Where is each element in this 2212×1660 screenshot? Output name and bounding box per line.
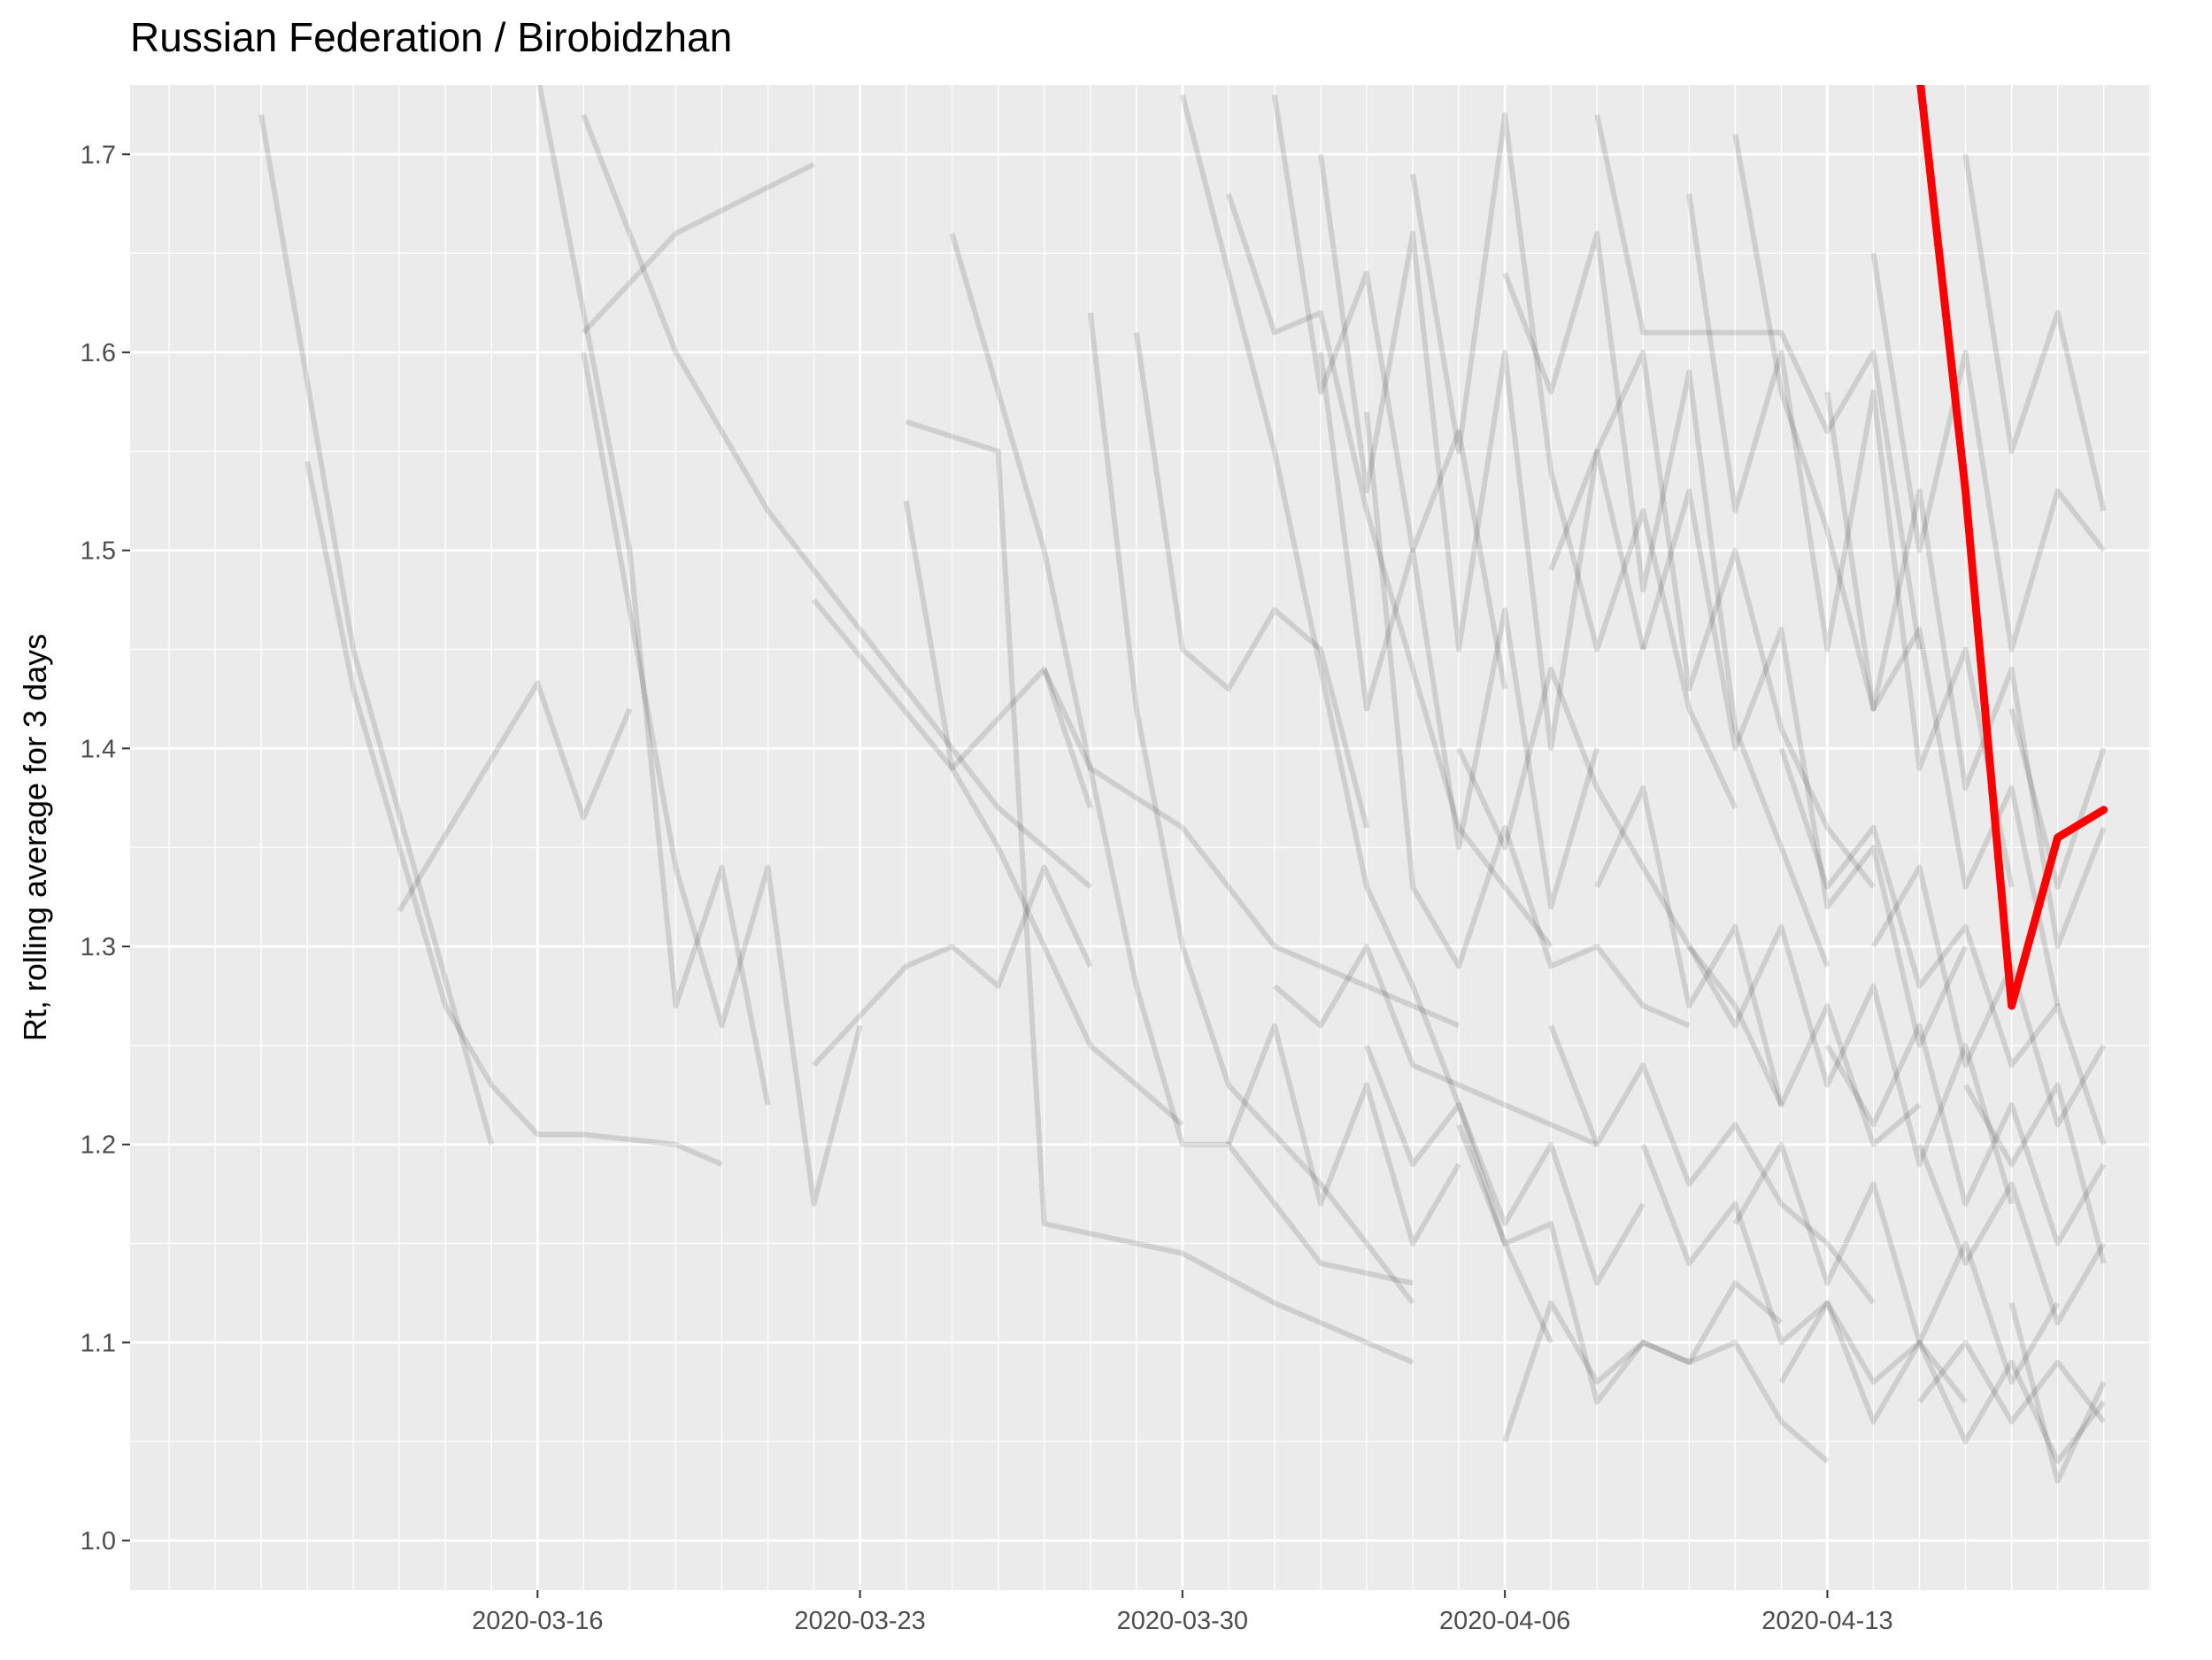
background-series-line	[1456, 1123, 1784, 1405]
background-series-line	[304, 460, 723, 1167]
background-series-line	[1502, 230, 1830, 968]
background-series-line	[1410, 112, 1738, 809]
x-tick-label: 2020-04-13	[1761, 1607, 1892, 1635]
background-series-line	[1318, 351, 1600, 910]
background-series-line	[1179, 94, 1553, 1344]
background-series-line	[1686, 193, 2015, 888]
background-series-line	[1686, 923, 2015, 1205]
background-series-line	[581, 351, 863, 1207]
background-series-line	[1502, 1300, 1830, 1463]
background-series-line	[2008, 1301, 2107, 1484]
background-series-line	[582, 161, 815, 335]
background-series-line	[1133, 332, 1369, 829]
background-series-line	[1364, 1044, 1646, 1286]
background-series-line	[2008, 707, 2107, 890]
background-series-line	[1087, 312, 1415, 1305]
background-series-line	[1226, 1023, 1461, 1247]
background-series-line	[1364, 411, 1691, 1029]
background-series-line	[1962, 1082, 2107, 1264]
background-series-line	[1732, 134, 2061, 1007]
background-series-line	[1778, 1300, 2107, 1464]
x-tick-label: 2020-03-30	[1117, 1607, 1248, 1635]
chart-title: Russian Federation / Birobidzhan	[130, 14, 732, 60]
y-tick-label: 1.2	[81, 1131, 116, 1160]
background-series-line	[1548, 1024, 1876, 1305]
y-axis-title: Rt, rolling average for 3 days	[17, 634, 53, 1041]
background-series-line	[397, 680, 633, 913]
background-series-line	[1870, 252, 2107, 652]
x-axis: 2020-03-16 2020-03-23 2020-03-30 2020-04-06…	[472, 1590, 1893, 1635]
background-series-line	[1318, 153, 1646, 752]
background-series-line	[1226, 193, 1553, 948]
background-series-line	[1778, 747, 2107, 1146]
background-series-line	[1732, 1141, 2061, 1386]
background-series-line	[1041, 668, 1461, 1029]
background-series-line	[1917, 1340, 2107, 1425]
background-series-line	[536, 85, 771, 1106]
background-series-line	[1456, 666, 1784, 1107]
background-series-line	[1640, 488, 1969, 1048]
background-series-line	[1271, 94, 1508, 690]
background-series-line	[1824, 1023, 2107, 1247]
y-tick-label: 1.1	[81, 1329, 116, 1357]
highlight-series-line	[1916, 85, 2108, 1010]
background-series-line	[949, 232, 1414, 1286]
background-series-line	[1548, 350, 1876, 889]
background-series-line	[581, 113, 1092, 890]
y-axis: 1.0 1.1 1.2 1.3 1.4 1.5 1.6 1.7	[81, 141, 130, 1556]
background-series-line	[1594, 785, 1922, 1147]
background-series-group	[258, 85, 2107, 1484]
highlight-series-group	[1916, 85, 2108, 1010]
background-series-line	[1916, 1143, 2107, 1325]
background-series-line	[903, 500, 1184, 1127]
y-tick-label: 1.6	[81, 339, 116, 367]
x-tick-label: 2020-03-16	[472, 1607, 603, 1635]
y-tick-label: 1.3	[81, 933, 116, 961]
background-series-line	[1272, 944, 1599, 1147]
background-series-line	[1640, 1143, 1968, 1404]
y-tick-label: 1.7	[81, 141, 116, 169]
background-series-line	[812, 864, 1093, 1068]
x-tick-label: 2020-03-23	[794, 1607, 925, 1635]
x-tick-label: 2020-04-06	[1439, 1607, 1570, 1635]
plot-panel	[130, 85, 2151, 1590]
background-series-line	[1870, 864, 2107, 1128]
y-tick-label: 1.0	[81, 1527, 116, 1556]
y-tick-label: 1.5	[81, 537, 116, 566]
background-series-line	[905, 419, 1414, 1365]
background-series-line	[1824, 391, 2107, 949]
background-series-line	[1594, 113, 1923, 650]
background-series-line	[258, 114, 495, 1146]
y-tick-label: 1.4	[81, 735, 116, 763]
background-series-line	[1962, 153, 2107, 512]
major-gridlines	[130, 85, 2151, 1590]
background-series-line	[812, 598, 1093, 809]
